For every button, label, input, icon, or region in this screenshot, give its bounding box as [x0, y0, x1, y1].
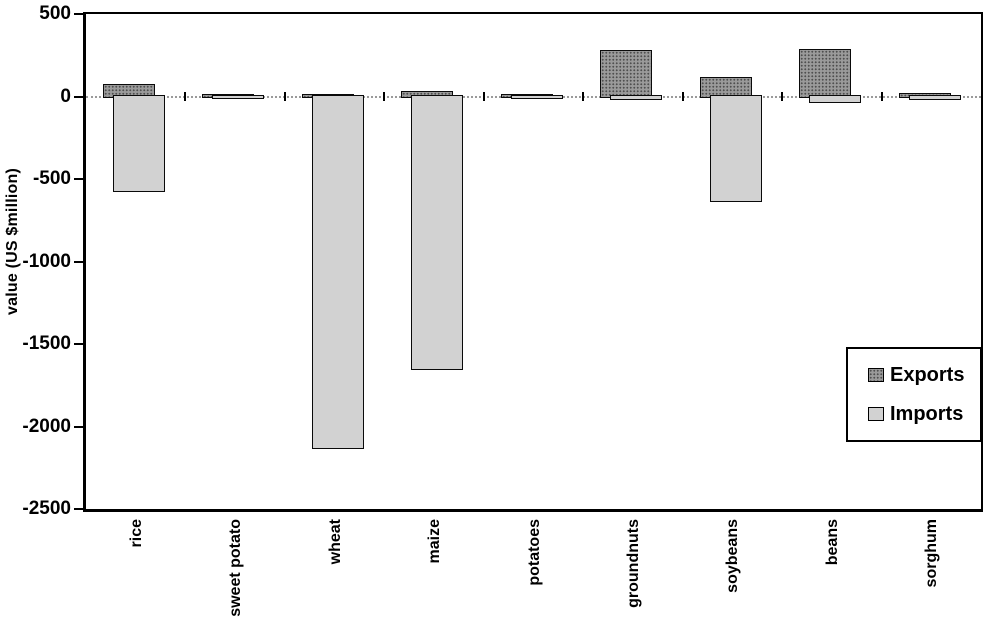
imports-bar-groundnuts — [610, 95, 663, 101]
y-tick-label-500: 500 — [39, 3, 71, 24]
imports-bar-wheat — [311, 95, 364, 450]
y-tick-mark — [74, 95, 83, 98]
legend-label-imports: Imports — [890, 402, 964, 425]
category-label-sorghum: sorghum — [923, 519, 941, 588]
y-tick-mark — [74, 13, 83, 15]
y-tick-mark — [74, 508, 83, 510]
y-tick-mark — [74, 425, 83, 428]
exports-bar-beans — [799, 48, 852, 98]
category-tick-mark — [681, 92, 684, 101]
exports-swatch-icon — [868, 368, 884, 382]
category-tick-mark — [283, 92, 286, 101]
legend-label-exports: Exports — [890, 363, 965, 386]
category-label-sweet-potato: sweet potato — [227, 519, 245, 617]
y-tick-label--2500: -2500 — [22, 498, 71, 519]
plot-area — [83, 12, 983, 512]
category-tick-mark — [383, 92, 386, 101]
imports-bar-beans — [809, 95, 862, 103]
imports-bar-sweet-potato — [212, 95, 265, 100]
exports-bar-groundnuts — [600, 50, 653, 98]
legend-item-imports: Imports — [868, 403, 980, 426]
imports-bar-potatoes — [510, 95, 563, 100]
y-axis-title: value (US $million) — [4, 168, 21, 315]
imports-bar-maize — [411, 95, 464, 371]
imports-bar-rice — [113, 95, 165, 193]
y-tick-mark — [74, 260, 83, 263]
y-tick-label--500: -500 — [32, 168, 71, 189]
category-label-rice: rice — [127, 519, 145, 548]
legend: Exports Imports — [846, 347, 982, 442]
legend-item-exports: Exports — [868, 364, 980, 387]
imports-bar-sorghum — [908, 95, 961, 100]
imports-bar-soybeans — [709, 95, 762, 202]
category-label-groundnuts: groundnuts — [624, 519, 642, 608]
category-tick-mark — [582, 92, 585, 101]
y-tick-mark — [74, 343, 83, 345]
imports-swatch-icon — [868, 407, 884, 421]
y-tick-label--1000: -1000 — [22, 250, 71, 272]
category-tick-mark — [781, 92, 784, 101]
y-tick-label-0: 0 — [60, 85, 71, 107]
category-tick-mark — [184, 92, 187, 101]
category-label-soybeans: soybeans — [724, 519, 742, 593]
exports-bar-soybeans — [699, 76, 752, 98]
category-label-wheat: wheat — [326, 519, 344, 565]
category-label-beans: beans — [823, 519, 841, 566]
category-tick-mark — [482, 92, 485, 101]
category-label-potatoes: potatoes — [525, 519, 543, 586]
y-tick-mark — [74, 178, 83, 180]
y-tick-label--2000: -2000 — [22, 415, 71, 437]
category-tick-mark — [880, 92, 883, 101]
y-tick-label--1500: -1500 — [22, 333, 71, 354]
category-label-maize: maize — [426, 519, 444, 564]
